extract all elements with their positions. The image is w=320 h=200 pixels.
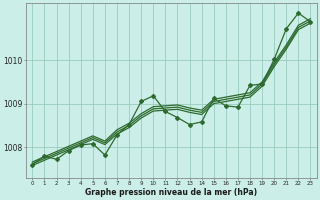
X-axis label: Graphe pression niveau de la mer (hPa): Graphe pression niveau de la mer (hPa)	[85, 188, 258, 197]
